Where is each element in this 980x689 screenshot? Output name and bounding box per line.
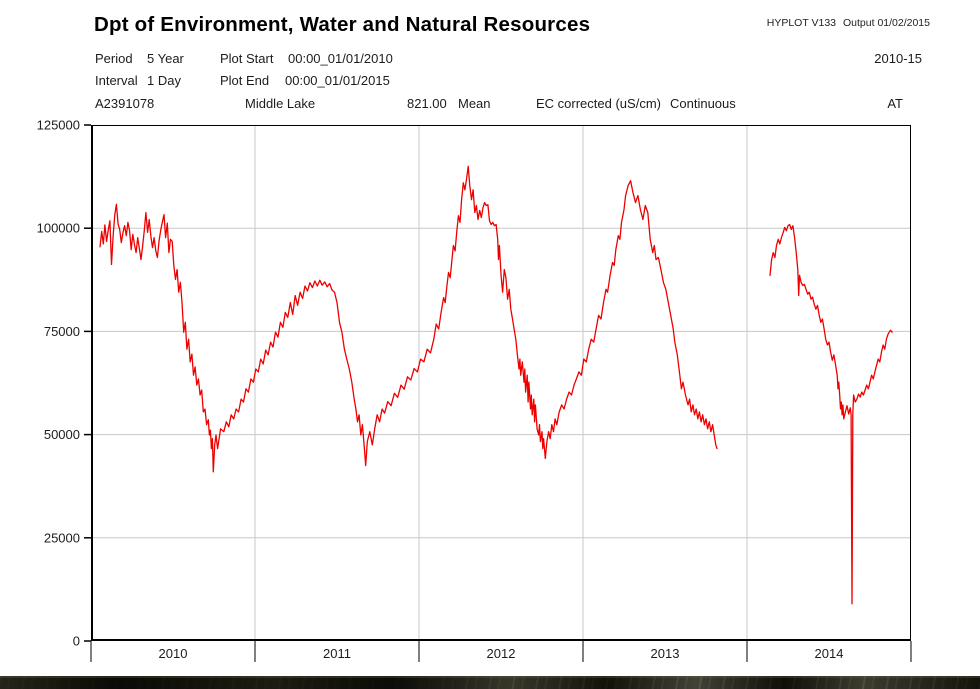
x-tick-label: 2011 <box>323 646 351 661</box>
interval-value: 1 Day <box>147 73 181 88</box>
plot-end-label: Plot End <box>220 73 270 88</box>
output-date: Output 01/02/2015 <box>843 17 930 29</box>
y-tick-label: 100000 <box>37 221 80 236</box>
ec-timeseries-chart: 0 25000 50000 75000 100000 125000 2010 2011 2012… <box>37 118 912 662</box>
app-version: HYPLOT V133 <box>766 17 836 29</box>
y-tick-label: 75000 <box>44 324 80 339</box>
y-tick-label: 0 <box>73 634 80 649</box>
plot-start-value: 00:00_01/01/2010 <box>288 51 393 66</box>
interval-label: Interval <box>95 73 138 88</box>
variable-label: EC corrected (uS/cm) <box>536 96 661 111</box>
mean-value: 821.00 <box>407 96 447 111</box>
mean-label: Mean <box>458 96 491 111</box>
desktop-wallpaper-strip <box>0 676 980 689</box>
x-tick-label: 2012 <box>487 646 516 661</box>
hyplot-version-line: HYPLOT V133 Output 01/02/2015 <box>760 17 930 29</box>
data-line <box>99 165 718 473</box>
data-line <box>769 223 893 605</box>
station-id: A2391078 <box>95 96 155 111</box>
y-tick-label: 50000 <box>44 427 80 442</box>
y-tick-label: 125000 <box>37 118 80 133</box>
page-title: Dpt of Environment, Water and Natural Re… <box>94 13 591 36</box>
x-tick-label: 2013 <box>651 646 680 661</box>
plot-end-value: 00:00_01/01/2015 <box>285 73 390 88</box>
trace-label: AT <box>887 96 903 111</box>
plot-start-label: Plot Start <box>220 51 274 66</box>
x-tick-label: 2010 <box>159 646 188 661</box>
year-range-label: 2010-15 <box>874 51 922 66</box>
plot-border <box>91 125 911 641</box>
period-label: Period <box>95 51 133 66</box>
y-tick-label: 25000 <box>44 530 80 545</box>
period-value: 5 Year <box>147 51 184 66</box>
station-name: Middle Lake <box>245 96 316 111</box>
x-tick-label: 2014 <box>815 646 844 661</box>
quality-label: Continuous <box>670 96 736 111</box>
